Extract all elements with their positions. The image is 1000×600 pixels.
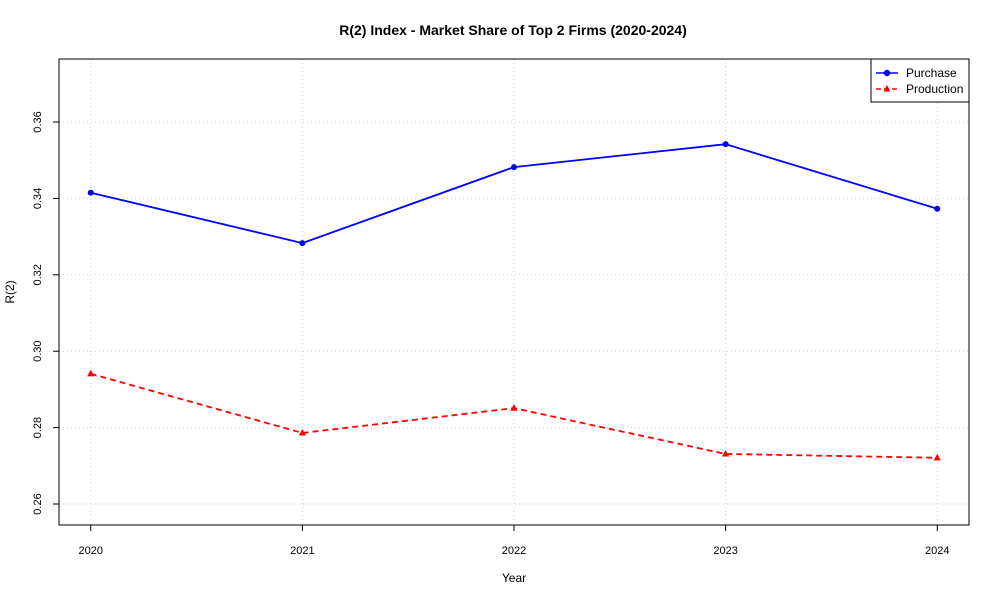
- y-tick-label: 0.28: [32, 417, 44, 438]
- data-point-purchase: [934, 205, 941, 212]
- data-point-production: [298, 428, 306, 436]
- data-point-production: [933, 453, 941, 461]
- data-point-purchase: [299, 240, 306, 247]
- x-tick-label: 2024: [925, 545, 949, 557]
- data-point-production: [87, 369, 95, 377]
- data-point-purchase: [722, 141, 729, 148]
- series-area: [87, 141, 941, 461]
- legend-production-label: Production: [906, 82, 963, 96]
- legend-purchase-label: Purchase: [906, 66, 957, 80]
- data-point-purchase: [511, 164, 517, 171]
- y-tick-label: 0.32: [32, 264, 44, 285]
- x-axis-label: Year: [502, 571, 526, 585]
- legend-box: [870, 58, 970, 103]
- legend: Purchase Production: [870, 58, 970, 103]
- legend-purchase-marker: [883, 69, 891, 77]
- grid: [59, 59, 969, 525]
- data-point-production: [722, 449, 730, 457]
- y-axis: 0.26 0.28 0.30 0.32 0.34 0.36: [32, 111, 59, 515]
- x-axis: 2020 2021 2022 2023 2024: [79, 525, 949, 557]
- x-tick-label: 2023: [713, 545, 737, 557]
- data-point-purchase: [87, 189, 94, 196]
- x-tick-label: 2020: [79, 545, 103, 557]
- y-tick-label: 0.34: [32, 188, 44, 209]
- chart-title: R(2) Index - Market Share of Top 2 Firms…: [339, 22, 687, 38]
- y-tick-label: 0.30: [32, 340, 44, 361]
- data-point-production: [510, 404, 518, 411]
- legend-production-marker: [883, 85, 891, 92]
- y-axis-label: R(2): [3, 280, 17, 303]
- x-tick-label: 2022: [502, 545, 526, 557]
- y-tick-label: 0.36: [32, 111, 44, 132]
- y-tick-label: 0.26: [32, 493, 44, 514]
- x-tick-label: 2021: [290, 545, 314, 557]
